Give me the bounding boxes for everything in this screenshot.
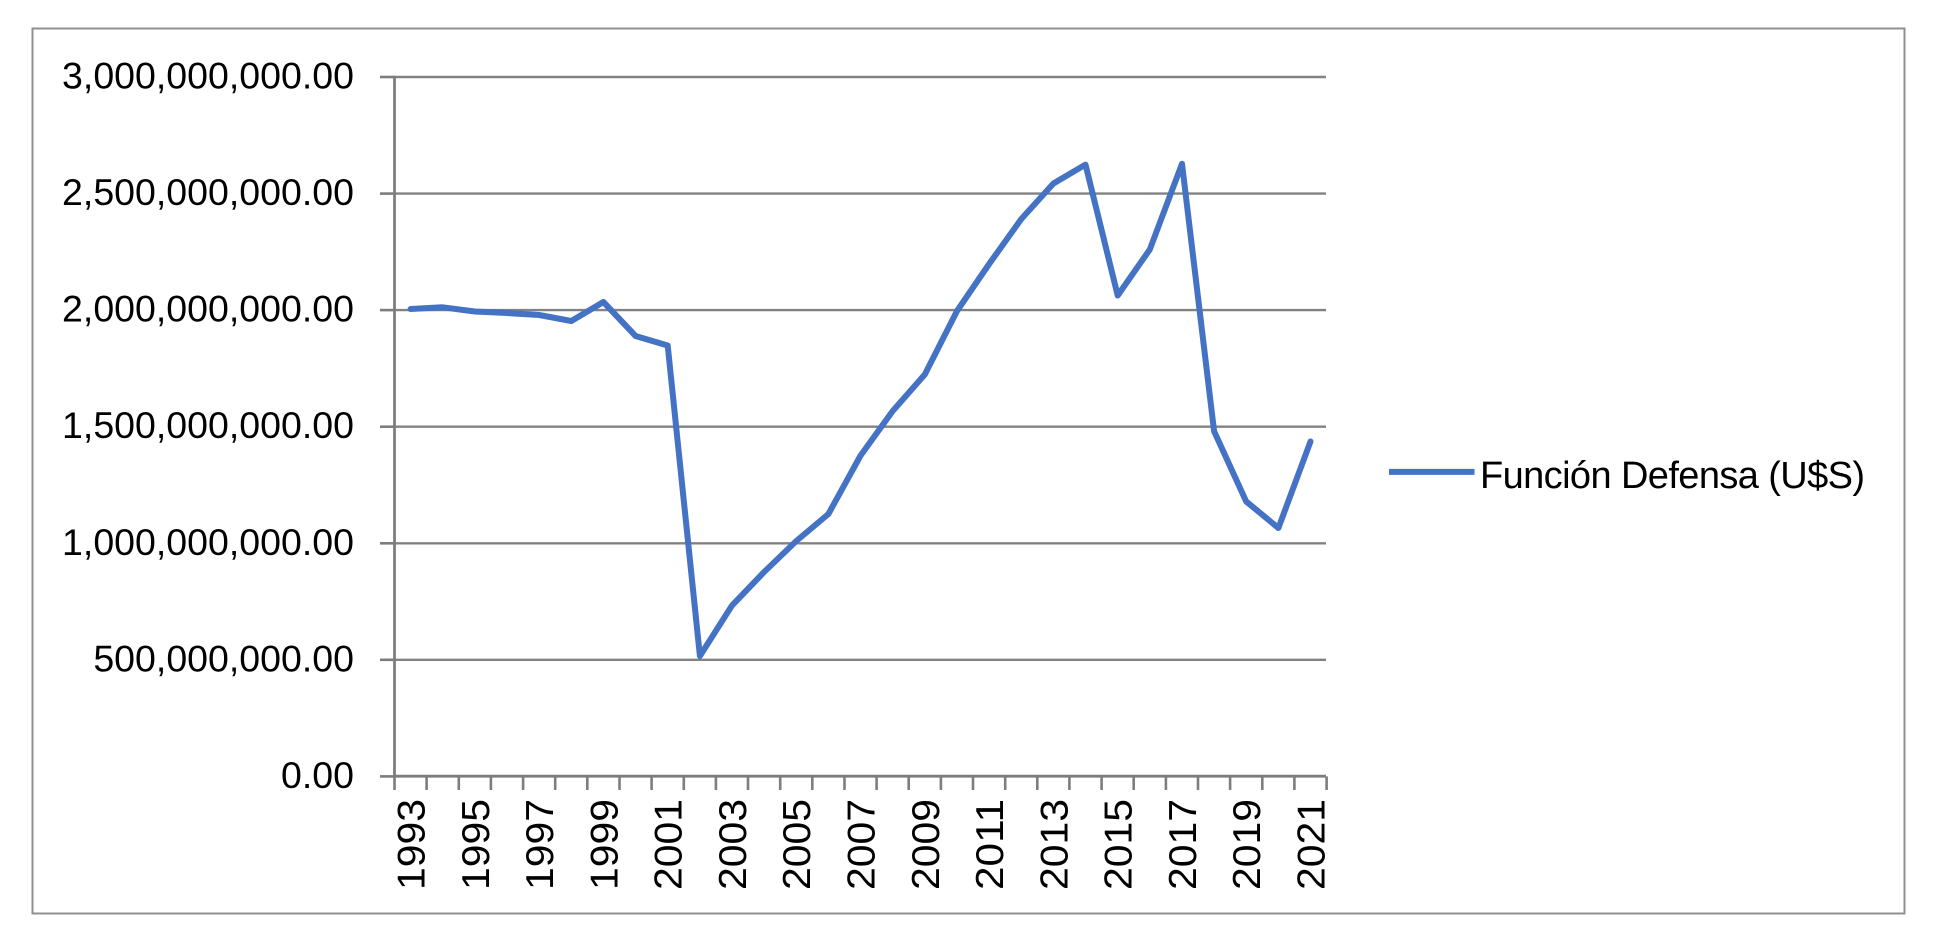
svg-text:3,000,000,000.00: 3,000,000,000.00 bbox=[62, 55, 354, 97]
svg-text:2013: 2013 bbox=[1033, 799, 1076, 890]
svg-text:1997: 1997 bbox=[519, 799, 562, 890]
svg-text:2001: 2001 bbox=[648, 799, 691, 890]
svg-text:Función Defensa (U$S): Función Defensa (U$S) bbox=[1480, 455, 1864, 497]
svg-text:2017: 2017 bbox=[1162, 799, 1205, 890]
svg-text:2007: 2007 bbox=[841, 799, 884, 890]
svg-text:0.00: 0.00 bbox=[281, 754, 354, 796]
svg-text:1,000,000,000.00: 1,000,000,000.00 bbox=[62, 521, 354, 563]
svg-text:2,000,000,000.00: 2,000,000,000.00 bbox=[62, 288, 354, 330]
svg-text:2011: 2011 bbox=[969, 799, 1012, 890]
svg-text:1993: 1993 bbox=[391, 799, 434, 890]
svg-text:2009: 2009 bbox=[905, 799, 948, 890]
svg-text:2021: 2021 bbox=[1291, 799, 1334, 890]
svg-text:2003: 2003 bbox=[712, 799, 755, 890]
svg-text:2,500,000,000.00: 2,500,000,000.00 bbox=[62, 171, 354, 213]
svg-text:1,500,000,000.00: 1,500,000,000.00 bbox=[62, 404, 354, 446]
svg-text:2005: 2005 bbox=[776, 799, 819, 890]
svg-text:1999: 1999 bbox=[583, 799, 626, 890]
svg-text:2019: 2019 bbox=[1226, 799, 1269, 890]
svg-text:500,000,000.00: 500,000,000.00 bbox=[93, 637, 354, 679]
svg-text:1995: 1995 bbox=[455, 799, 498, 890]
svg-text:2015: 2015 bbox=[1098, 799, 1141, 890]
